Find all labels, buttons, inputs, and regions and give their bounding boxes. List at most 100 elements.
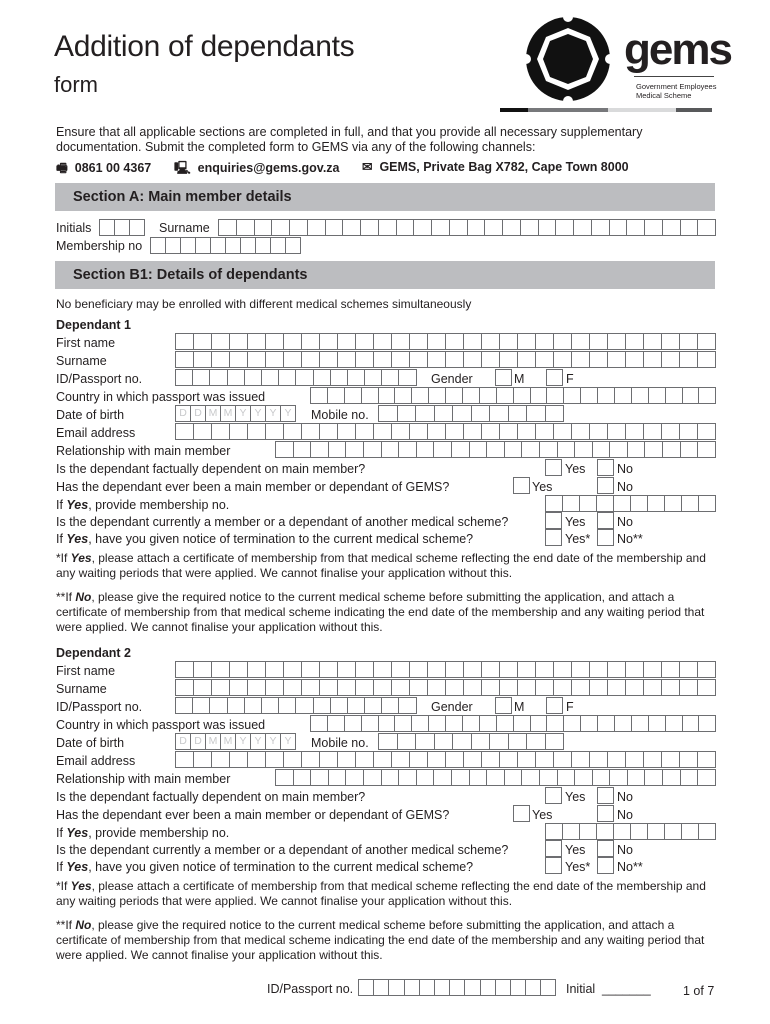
dep2-country-input-cell[interactable] bbox=[446, 715, 464, 732]
surname-input-cell[interactable] bbox=[343, 219, 361, 236]
dep1-email-input-cell[interactable] bbox=[680, 423, 698, 440]
dep2-email-input-cell[interactable] bbox=[320, 751, 338, 768]
surname-input-cell[interactable] bbox=[290, 219, 308, 236]
dep1-surname-input-cell[interactable] bbox=[572, 351, 590, 368]
dep1-country-input-cell[interactable] bbox=[310, 387, 328, 404]
dep2-surname-input-cell[interactable] bbox=[230, 679, 248, 696]
dep1-first-name-input-cell[interactable] bbox=[392, 333, 410, 350]
dep1-first-name-input-cell[interactable] bbox=[248, 333, 266, 350]
dep1-id-input-cell[interactable] bbox=[210, 369, 228, 386]
initials-input[interactable] bbox=[99, 219, 145, 236]
dep2-relationship-input-cell[interactable] bbox=[434, 769, 452, 786]
dep2-mobile-input-cell[interactable] bbox=[453, 733, 472, 750]
dep1-prev-membership-input-cell[interactable] bbox=[614, 495, 631, 512]
dep2-first-name-input-cell[interactable] bbox=[428, 661, 446, 678]
dep1-gender-f-checkbox[interactable] bbox=[546, 369, 563, 386]
dep2-dob-input-cell[interactable]: M bbox=[221, 733, 236, 750]
dep2-email-input-cell[interactable] bbox=[572, 751, 590, 768]
dep1-gender-m-checkbox[interactable] bbox=[495, 369, 512, 386]
dep2-email-input-cell[interactable] bbox=[608, 751, 626, 768]
dep1-relationship-input-cell[interactable] bbox=[592, 441, 611, 458]
dep1-id-input-cell[interactable] bbox=[313, 369, 331, 386]
dep2-first-name-input[interactable] bbox=[175, 661, 716, 678]
dep1-email-input-cell[interactable] bbox=[608, 423, 626, 440]
dep2-mobile-input-cell[interactable] bbox=[397, 733, 416, 750]
dep2-surname-input-cell[interactable] bbox=[590, 679, 608, 696]
dep1-email-input-cell[interactable] bbox=[464, 423, 482, 440]
dep1-id-input-cell[interactable] bbox=[244, 369, 262, 386]
dep2-relationship-input-cell[interactable] bbox=[416, 769, 435, 786]
dep1-surname-input-cell[interactable] bbox=[518, 351, 536, 368]
dep1-surname-input-cell[interactable] bbox=[266, 351, 284, 368]
dep2-prev-membership-input-cell[interactable] bbox=[631, 823, 648, 840]
dep1-id-input-cell[interactable] bbox=[227, 369, 245, 386]
dep1-first-name-input-cell[interactable] bbox=[356, 333, 374, 350]
dep1-email-input-cell[interactable] bbox=[428, 423, 446, 440]
dep2-relationship-input-cell[interactable] bbox=[504, 769, 523, 786]
dep1-prev-membership-input[interactable] bbox=[545, 495, 716, 512]
dep1-email-input-cell[interactable] bbox=[644, 423, 662, 440]
dep1-prev-membership-input-cell[interactable] bbox=[545, 495, 563, 512]
dep2-surname-input-cell[interactable] bbox=[482, 679, 500, 696]
dep1-relationship-input-cell[interactable] bbox=[275, 441, 294, 458]
footer-id-input-cell[interactable] bbox=[434, 979, 451, 996]
dep1-dob-input-cell[interactable]: D bbox=[175, 405, 191, 422]
dep2-country-input-cell[interactable] bbox=[479, 715, 497, 732]
dep2-first-name-input-cell[interactable] bbox=[680, 661, 698, 678]
footer-id-input-cell[interactable] bbox=[358, 979, 375, 996]
dep2-first-name-input-cell[interactable] bbox=[590, 661, 608, 678]
dep2-surname-input-cell[interactable] bbox=[572, 679, 590, 696]
dep1-dob-input-cell[interactable]: M bbox=[221, 405, 236, 422]
surname-input-cell[interactable] bbox=[520, 219, 539, 236]
dep1-surname-input-cell[interactable] bbox=[446, 351, 464, 368]
dep1-id-input-cell[interactable] bbox=[175, 369, 194, 386]
dep2-email-input-cell[interactable] bbox=[554, 751, 572, 768]
membership-no-input-cell[interactable] bbox=[226, 237, 241, 254]
dep2-dob-input-cell[interactable]: D bbox=[175, 733, 191, 750]
dep1-country-input-cell[interactable] bbox=[395, 387, 413, 404]
dep2-first-name-input-cell[interactable] bbox=[356, 661, 374, 678]
dep1-relationship-input-cell[interactable] bbox=[575, 441, 593, 458]
dep2-surname-input-cell[interactable] bbox=[608, 679, 626, 696]
dep2-surname-input-cell[interactable] bbox=[698, 679, 716, 696]
dep2-first-name-input-cell[interactable] bbox=[410, 661, 428, 678]
initials-input-cell[interactable] bbox=[115, 219, 130, 236]
dep2-country-input-cell[interactable] bbox=[463, 715, 480, 732]
footer-id-input-cell[interactable] bbox=[419, 979, 435, 996]
dep2-email-input-cell[interactable] bbox=[536, 751, 554, 768]
dep2-id-input-cell[interactable] bbox=[296, 697, 314, 714]
dep1-email-input-cell[interactable] bbox=[302, 423, 320, 440]
dep1-first-name-input-cell[interactable] bbox=[212, 333, 230, 350]
dep1-surname-input-cell[interactable] bbox=[338, 351, 356, 368]
dep1-surname-input-cell[interactable] bbox=[482, 351, 500, 368]
dep1-relationship-input-cell[interactable] bbox=[399, 441, 417, 458]
surname-input-cell[interactable] bbox=[645, 219, 663, 236]
dep2-surname-input-cell[interactable] bbox=[518, 679, 536, 696]
dep2-relationship-input-cell[interactable] bbox=[627, 769, 646, 786]
membership-no-input-cell[interactable] bbox=[241, 237, 256, 254]
dep2-email-input-cell[interactable] bbox=[518, 751, 536, 768]
dep2-country-input[interactable] bbox=[310, 715, 717, 732]
dep1-country-input-cell[interactable] bbox=[598, 387, 616, 404]
dep2-first-name-input-cell[interactable] bbox=[284, 661, 302, 678]
dep1-dob-input-cell[interactable]: Y bbox=[236, 405, 251, 422]
dep1-first-name-input-cell[interactable] bbox=[662, 333, 680, 350]
dep2-country-input-cell[interactable] bbox=[547, 715, 565, 732]
dep1-relationship-input-cell[interactable] bbox=[610, 441, 628, 458]
dep1-country-input-cell[interactable] bbox=[429, 387, 447, 404]
dep1-relationship-input-cell[interactable] bbox=[469, 441, 488, 458]
dep1-relationship-input-cell[interactable] bbox=[416, 441, 435, 458]
dep2-surname-input-cell[interactable] bbox=[320, 679, 338, 696]
dep1-email-input-cell[interactable] bbox=[374, 423, 392, 440]
footer-id-input-cell[interactable] bbox=[389, 979, 405, 996]
dep2-surname-input-cell[interactable] bbox=[680, 679, 698, 696]
dep2-gems-yes[interactable] bbox=[513, 805, 530, 822]
dep1-dob-input-cell[interactable]: D bbox=[191, 405, 206, 422]
dep1-first-name-input-cell[interactable] bbox=[302, 333, 320, 350]
dep1-email-input-cell[interactable] bbox=[266, 423, 284, 440]
membership-no-input-cell[interactable] bbox=[271, 237, 286, 254]
surname-input-cell[interactable] bbox=[396, 219, 415, 236]
dep1-first-name-input[interactable] bbox=[175, 333, 716, 350]
surname-input-cell[interactable] bbox=[627, 219, 645, 236]
dep1-relationship-input-cell[interactable] bbox=[346, 441, 364, 458]
